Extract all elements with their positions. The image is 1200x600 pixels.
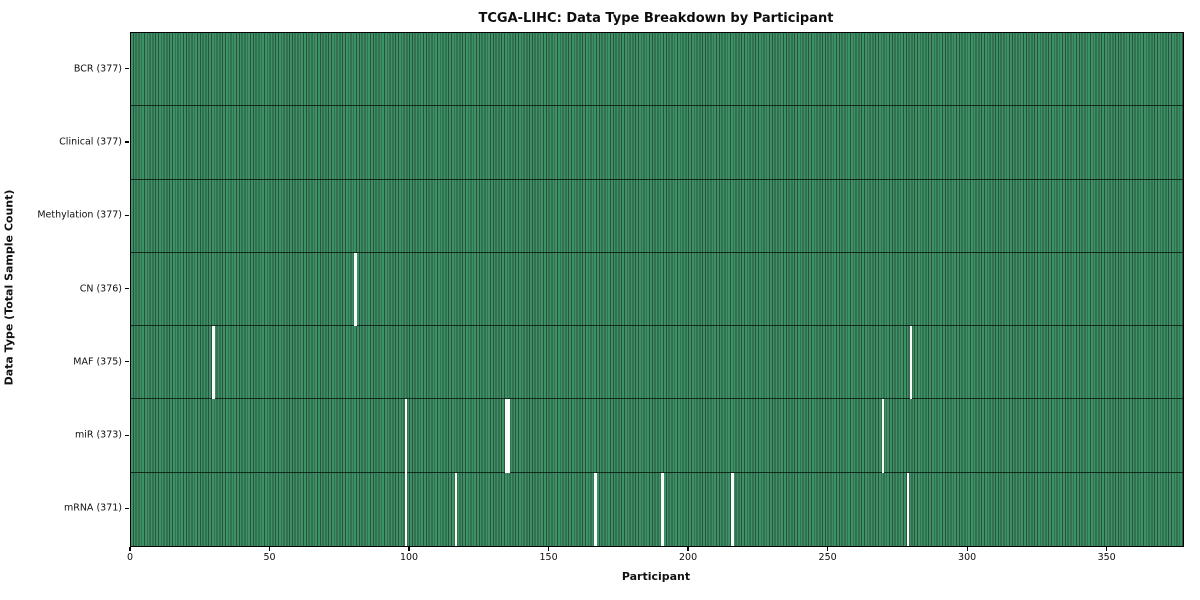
xtick-mark-300	[966, 547, 968, 551]
absent-mark-mRNA-166	[594, 472, 597, 546]
heatmap-row-miR	[131, 399, 1183, 473]
heatmap-row-Clinical	[131, 106, 1183, 180]
xtick-mark-250	[827, 547, 829, 551]
absent-mark-mRNA-278	[906, 472, 910, 546]
absent-mark-mRNA-215	[731, 472, 734, 546]
chart-title: TCGA-LIHC: Data Type Breakdown by Partic…	[478, 11, 834, 26]
absent-mark-mRNA-116	[454, 472, 458, 546]
xtick-label-300: 300	[958, 552, 977, 563]
xtick-mark-150	[547, 547, 550, 551]
absent-mark-MAF-29	[212, 326, 215, 400]
ytick-label-miR: miR (373)	[74, 429, 122, 441]
ytick-mark-Methylation	[125, 214, 129, 216]
ytick-label-Methylation: Methylation (377)	[37, 209, 122, 221]
xtick-mark-100	[408, 547, 410, 551]
xtick-label-150: 150	[539, 552, 558, 563]
absent-mark-miR-135	[507, 399, 511, 473]
xtick-label-100: 100	[399, 552, 419, 563]
ytick-mark-Clinical	[125, 141, 129, 143]
absent-mark-miR-269	[881, 399, 885, 473]
absent-mark-mRNA-98	[404, 472, 408, 546]
heatmap-row-mRNA	[131, 472, 1183, 546]
xtick-mark-50	[268, 547, 271, 551]
xtick-label-50: 50	[263, 552, 276, 563]
absent-mark-mRNA-190	[661, 472, 664, 546]
xtick-mark-0	[129, 547, 131, 551]
heatmap-row-MAF	[131, 326, 1183, 400]
x-axis-label: Participant	[621, 570, 691, 583]
ytick-mark-MAF	[125, 361, 129, 363]
xtick-label-200: 200	[679, 552, 698, 563]
ytick-label-CN: CN (376)	[79, 283, 122, 294]
absent-mark-miR-98	[404, 399, 408, 473]
xtick-mark-200	[687, 547, 689, 551]
heatmap-row-BCR	[131, 33, 1183, 107]
ytick-label-BCR: BCR (377)	[73, 63, 122, 75]
xtick-label-350: 350	[1097, 552, 1116, 563]
heatmap-row-Methylation	[131, 179, 1183, 253]
ytick-mark-CN	[125, 288, 129, 290]
heatmap-row-CN	[131, 252, 1183, 327]
ytick-mark-miR	[125, 434, 129, 436]
xtick-mark-350	[1106, 547, 1108, 551]
xtick-label-250: 250	[818, 552, 837, 563]
ytick-mark-BCR	[125, 68, 129, 70]
absent-mark-miR-134	[505, 399, 508, 473]
ytick-label-MAF: MAF (375)	[73, 356, 122, 368]
ytick-label-Clinical: Clinical (377)	[59, 136, 122, 148]
absent-mark-CN-80	[354, 252, 357, 327]
ytick-mark-mRNA	[125, 507, 129, 510]
absent-mark-MAF-279	[909, 326, 913, 400]
xtick-label-0: 0	[126, 552, 134, 563]
ytick-label-mRNA: mRNA (371)	[63, 502, 122, 514]
plot-area: Present Absent	[130, 32, 1184, 547]
